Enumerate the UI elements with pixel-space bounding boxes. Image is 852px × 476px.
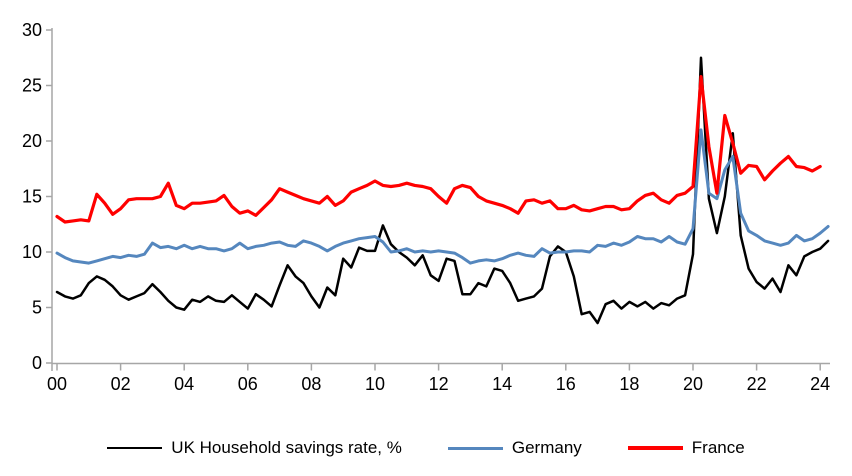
x-tick-label: 22 [747,374,767,394]
legend-line-swatch [107,446,163,450]
x-tick-label: 02 [111,374,131,394]
series-line-germany [55,128,830,265]
series-line-france [55,74,822,224]
y-tick-label: 5 [32,298,42,318]
x-tick-label: 18 [619,374,639,394]
x-tick-label: 00 [47,374,67,394]
x-tick-label: 24 [810,374,830,394]
chart-legend: UK Household savings rate, % Germany Franc… [0,438,852,458]
x-axis: 00 02 04 06 08 10 12 14 16 18 20 22 24 [47,362,830,394]
y-tick-label: 25 [22,76,42,96]
legend-item-uk: UK Household savings rate, % [107,438,402,458]
x-tick-label: 20 [683,374,703,394]
y-axis: 0 5 10 15 20 25 30 [22,20,53,373]
y-tick-label: 10 [22,242,42,262]
x-tick-label: 16 [556,374,576,394]
legend-label: Germany [511,438,582,457]
series-line-uk [55,56,830,325]
y-tick-label: 20 [22,131,42,151]
x-tick-label: 06 [238,374,258,394]
legend-item-germany: Germany [447,438,582,458]
legend-line-swatch [447,446,503,450]
legend-line-swatch [627,446,683,450]
y-tick-label: 0 [32,353,42,373]
y-tick-label: 15 [22,187,42,207]
y-tick-label: 30 [22,20,42,40]
x-tick-label: 14 [492,374,512,394]
x-tick-label: 10 [365,374,385,394]
x-tick-label: 04 [174,374,194,394]
chart-lines [55,56,830,325]
x-tick-label: 12 [429,374,449,394]
legend-label: France [691,438,745,457]
x-tick-label: 08 [301,374,321,394]
legend-label: UK Household savings rate, % [171,438,402,457]
legend-item-france: France [627,438,745,458]
